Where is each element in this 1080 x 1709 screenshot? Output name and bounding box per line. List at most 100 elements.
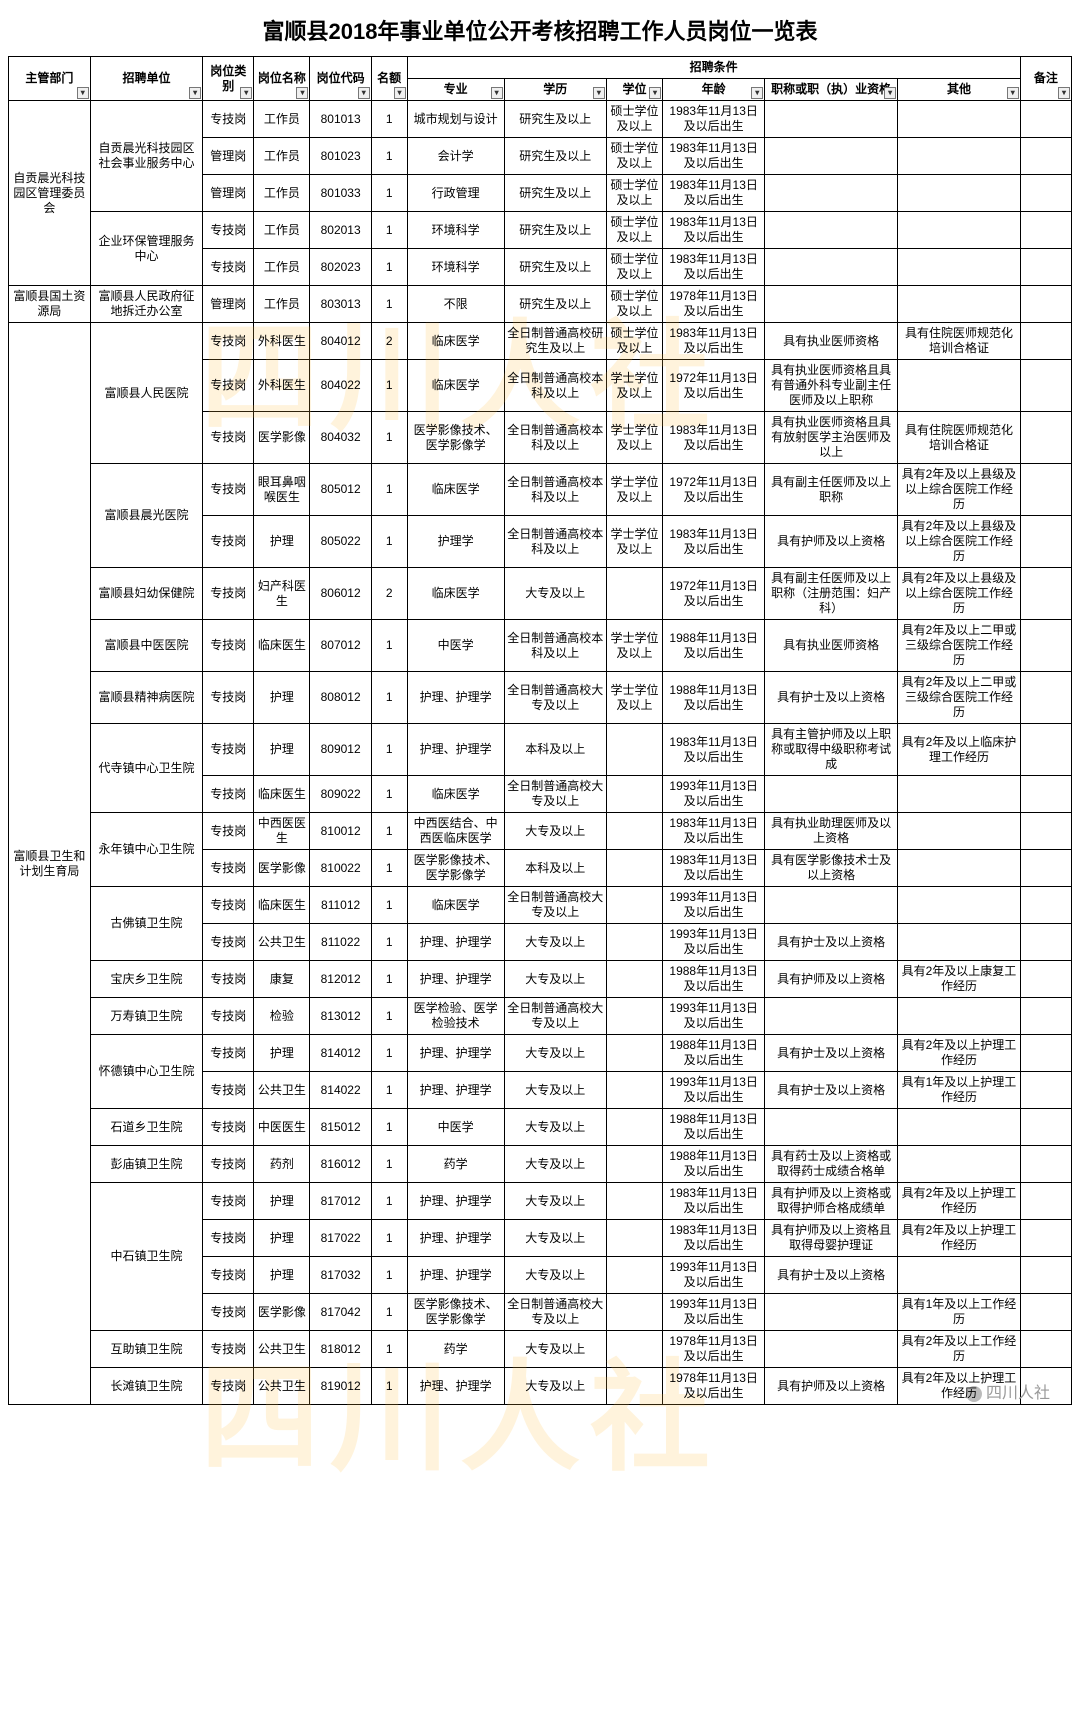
filter-icon[interactable]: ▾ [1007,87,1019,99]
cell-maj: 护理、护理学 [407,1072,504,1109]
cell-maj: 临床医学 [407,323,504,360]
cell-edu: 全日制普通高校大专及以上 [504,672,606,724]
cell-qty: 1 [371,813,407,850]
cell-other: 具有2年及以上护理工作经历 [898,1220,1021,1257]
table-row: 互助镇卫生院专技岗公共卫生8180121药学大专及以上1978年11月13日及以… [9,1331,1072,1368]
cell-code: 804022 [310,360,371,412]
cell-deg: 硕士学位及以上 [606,101,662,138]
filter-icon[interactable]: ▾ [649,87,661,99]
cell-deg [606,1257,662,1294]
cell-unit: 永年镇中心卫生院 [90,813,202,887]
cell-qual [765,286,898,323]
th-unit[interactable]: 招聘单位▾ [90,57,202,101]
th-name[interactable]: 岗位名称▾ [254,57,310,101]
filter-icon[interactable]: ▾ [240,87,252,99]
cell-deg [606,724,662,776]
cell-code: 814022 [310,1072,371,1109]
cell-edu: 大专及以上 [504,568,606,620]
table-row: 企业环保管理服务中心专技岗工作员8020131环境科学研究生及以上硕士学位及以上… [9,212,1072,249]
th-note[interactable]: 备注▾ [1020,57,1071,101]
cell-code: 805022 [310,516,371,568]
table-row: 古佛镇卫生院专技岗临床医生8110121临床医学全日制普通高校大专及以上1993… [9,887,1072,924]
cell-age: 1983年11月13日及以后出生 [663,175,765,212]
cell-cat: 专技岗 [203,1368,254,1405]
cell-other: 具有住院医师规范化培训合格证 [898,412,1021,464]
table-row: 自贡晨光科技园区管理委员会自贡晨光科技园区社会事业服务中心专技岗工作员80101… [9,101,1072,138]
th-edu[interactable]: 学历▾ [504,79,606,101]
cell-name: 工作员 [254,101,310,138]
th-age[interactable]: 年龄▾ [663,79,765,101]
filter-icon[interactable]: ▾ [1058,87,1070,99]
th-dept[interactable]: 主管部门▾ [9,57,91,101]
cell-qual: 具有医学影像技术士及以上资格 [765,850,898,887]
th-qty[interactable]: 名额▾ [371,57,407,101]
th-cond-group: 招聘条件 [407,57,1020,79]
table-row: 富顺县妇幼保健院专技岗妇产科医生8060122临床医学大专及以上1972年11月… [9,568,1072,620]
cell-age: 1983年11月13日及以后出生 [663,101,765,138]
cell-age: 1983年11月13日及以后出生 [663,323,765,360]
cell-code: 804032 [310,412,371,464]
page-title: 富顺县2018年事业单位公开考核招聘工作人员岗位一览表 [8,14,1072,46]
cell-other [898,776,1021,813]
cell-qty: 1 [371,412,407,464]
cell-edu: 大专及以上 [504,1257,606,1294]
cell-cat: 专技岗 [203,101,254,138]
cell-maj: 药学 [407,1331,504,1368]
cell-name: 外科医生 [254,360,310,412]
cell-other: 具有1年及以上护理工作经历 [898,1072,1021,1109]
cell-note [1020,360,1071,412]
th-code[interactable]: 岗位代码▾ [310,57,371,101]
cell-deg: 学士学位及以上 [606,360,662,412]
cell-other [898,1257,1021,1294]
cell-qty: 1 [371,961,407,998]
cell-note [1020,464,1071,516]
cell-cat: 管理岗 [203,286,254,323]
cell-age: 1993年11月13日及以后出生 [663,1257,765,1294]
cell-name: 护理 [254,1183,310,1220]
cell-deg [606,1072,662,1109]
filter-icon[interactable]: ▾ [77,87,89,99]
cell-qual: 具有护士及以上资格 [765,1035,898,1072]
filter-icon[interactable]: ▾ [593,87,605,99]
cell-qual [765,249,898,286]
th-maj[interactable]: 专业▾ [407,79,504,101]
cell-note [1020,412,1071,464]
cell-qty: 1 [371,101,407,138]
th-cat[interactable]: 岗位类别▾ [203,57,254,101]
filter-icon[interactable]: ▾ [296,87,308,99]
cell-qual: 具有护师及以上资格 [765,516,898,568]
table-row: 富顺县卫生和计划生育局富顺县人民医院专技岗外科医生8040122临床医学全日制普… [9,323,1072,360]
cell-qual: 具有护士及以上资格 [765,1257,898,1294]
cell-deg [606,887,662,924]
filter-icon[interactable]: ▾ [358,87,370,99]
th-qual[interactable]: 职称或职（执）业资格▾ [765,79,898,101]
cell-unit: 富顺县晨光医院 [90,464,202,568]
cell-other: 具有2年及以上二甲或三级综合医院工作经历 [898,672,1021,724]
cell-unit: 富顺县中医医院 [90,620,202,672]
filter-icon[interactable]: ▾ [884,87,896,99]
th-deg[interactable]: 学位▾ [606,79,662,101]
cell-age: 1988年11月13日及以后出生 [663,961,765,998]
cell-qty: 1 [371,672,407,724]
cell-age: 1993年11月13日及以后出生 [663,887,765,924]
cell-name: 护理 [254,1257,310,1294]
cell-code: 805012 [310,464,371,516]
filter-icon[interactable]: ▾ [394,87,406,99]
cell-name: 公共卫生 [254,1368,310,1405]
cell-deg: 硕士学位及以上 [606,138,662,175]
cell-age: 1983年11月13日及以后出生 [663,1183,765,1220]
cell-name: 工作员 [254,286,310,323]
cell-cat: 专技岗 [203,1035,254,1072]
cell-code: 806012 [310,568,371,620]
cell-name: 护理 [254,1035,310,1072]
cell-age: 1988年11月13日及以后出生 [663,620,765,672]
filter-icon[interactable]: ▾ [751,87,763,99]
cell-other [898,924,1021,961]
filter-icon[interactable]: ▾ [189,87,201,99]
table-body: 自贡晨光科技园区管理委员会自贡晨光科技园区社会事业服务中心专技岗工作员80101… [9,101,1072,1405]
th-other[interactable]: 其他▾ [898,79,1021,101]
filter-icon[interactable]: ▾ [491,87,503,99]
cell-note [1020,998,1071,1035]
cell-age: 1983年11月13日及以后出生 [663,212,765,249]
cell-edu: 大专及以上 [504,1331,606,1368]
